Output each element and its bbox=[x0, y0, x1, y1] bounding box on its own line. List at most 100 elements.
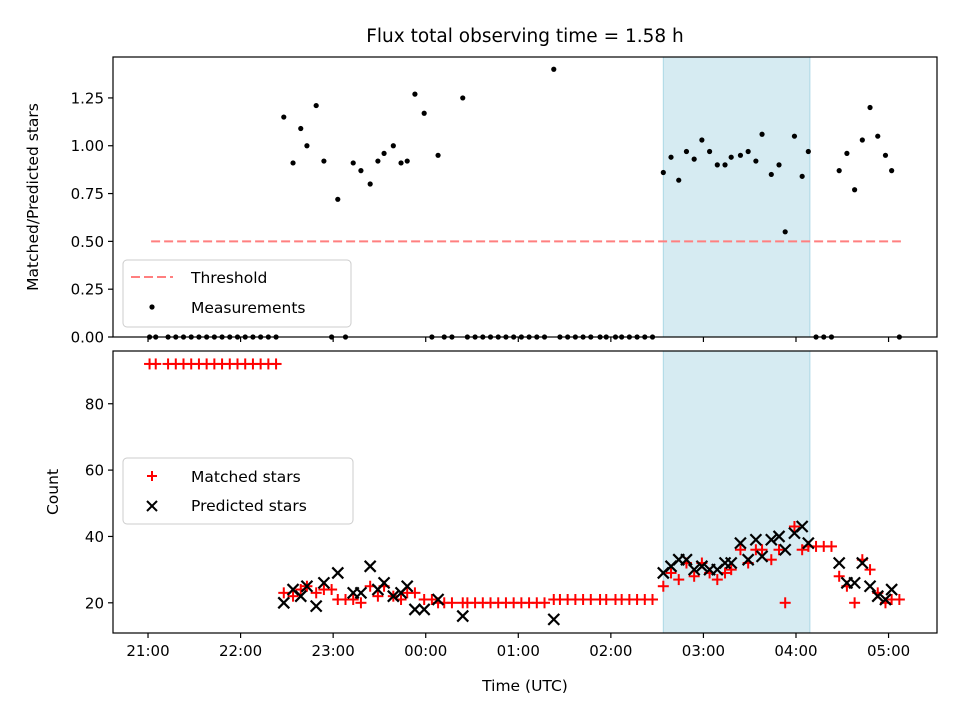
count-legend-box bbox=[122, 457, 354, 525]
matched-star-point bbox=[539, 597, 551, 609]
matched-star-point bbox=[864, 564, 876, 576]
measurement-point bbox=[298, 125, 304, 132]
predicted-star-point bbox=[765, 533, 778, 547]
matched-star-point bbox=[849, 597, 861, 609]
predicted-star-point bbox=[309, 599, 323, 613]
measurement-point bbox=[281, 114, 287, 120]
predicted-star-point bbox=[400, 579, 414, 593]
predicted-star-point bbox=[734, 536, 747, 550]
measurement-point bbox=[875, 133, 881, 139]
predicted-star-point bbox=[863, 579, 877, 593]
measurement-point bbox=[398, 160, 404, 166]
predicted-star-point bbox=[294, 589, 308, 603]
measurement-point bbox=[768, 171, 774, 178]
matched-star-point bbox=[355, 597, 367, 609]
measurement-point bbox=[889, 168, 895, 174]
measurement-point bbox=[304, 143, 310, 149]
matched-star-point bbox=[150, 358, 162, 370]
ratio-axes-frame bbox=[112, 56, 938, 338]
count-legend: Matched stars Predicted stars bbox=[122, 457, 354, 525]
matched-star-point bbox=[426, 593, 438, 605]
matched-star-point bbox=[665, 567, 677, 579]
x-tick-label: 00:00 bbox=[404, 642, 447, 660]
measurement-point bbox=[412, 91, 418, 97]
measurement-point bbox=[699, 137, 705, 143]
x-tick-label: 21:00 bbox=[126, 642, 169, 660]
predicted-star-point bbox=[832, 556, 846, 570]
predicted-star-point bbox=[354, 586, 368, 600]
predicted-star-point bbox=[795, 520, 809, 533]
predicted-star-point bbox=[387, 589, 400, 603]
predicted-star-point bbox=[772, 530, 786, 543]
legend-matched-label: Matched stars bbox=[191, 468, 301, 486]
matched-star-point bbox=[446, 597, 458, 609]
x-tick-label: 22:00 bbox=[219, 642, 262, 660]
y-tick-label: 0.75 bbox=[71, 185, 104, 203]
matched-star-point bbox=[725, 564, 737, 576]
matched-star-point bbox=[796, 544, 808, 556]
measurement-point bbox=[759, 131, 765, 137]
y-tick-label: 1.25 bbox=[71, 89, 104, 107]
predicted-stars-points bbox=[277, 520, 898, 626]
measurement-point bbox=[691, 156, 697, 162]
measurement-point bbox=[745, 148, 751, 155]
measurement-point bbox=[805, 148, 811, 155]
matched-star-point bbox=[734, 544, 746, 556]
matched-star-point bbox=[310, 587, 322, 599]
predicted-star-point bbox=[417, 603, 431, 616]
measurement-point bbox=[358, 168, 364, 174]
predicted-star-point bbox=[547, 613, 561, 626]
legend-predicted-label: Predicted stars bbox=[191, 497, 307, 515]
measurement-point bbox=[683, 148, 690, 155]
shaded-observing-window bbox=[662, 350, 811, 634]
matched-star-point bbox=[893, 593, 905, 605]
measurement-point bbox=[350, 160, 356, 166]
measurement-point bbox=[435, 152, 441, 158]
predicted-star-point bbox=[317, 576, 331, 590]
predicted-star-point bbox=[687, 563, 701, 576]
ratio-shaded-region bbox=[662, 56, 811, 338]
measurement-point bbox=[321, 158, 327, 164]
measurement-point bbox=[551, 66, 557, 72]
predicted-star-point bbox=[695, 560, 709, 573]
measurement-point bbox=[882, 152, 889, 158]
predicted-star-point bbox=[856, 556, 869, 570]
predicted-star-point bbox=[456, 609, 470, 623]
legend-measurements-label: Measurements bbox=[191, 299, 306, 317]
count-shaded-region bbox=[662, 350, 811, 634]
predicted-star-point bbox=[431, 593, 445, 606]
matched-star-point bbox=[673, 574, 685, 586]
ratio-legend: Threshold Measurements bbox=[122, 259, 352, 328]
chart-title: Flux total observing time = 1.58 h bbox=[366, 26, 684, 47]
x-tick-label: 04:00 bbox=[774, 642, 817, 660]
predicted-star-point bbox=[871, 589, 885, 603]
matched-star-point bbox=[788, 521, 800, 533]
measurement-point bbox=[421, 110, 427, 116]
predicted-star-point bbox=[277, 596, 291, 610]
matched-star-point bbox=[711, 574, 723, 586]
x-tick-label: 01:00 bbox=[497, 642, 540, 660]
measurement-point bbox=[859, 137, 865, 143]
predicted-star-point bbox=[680, 553, 693, 566]
measurement-point bbox=[404, 158, 410, 164]
measurement-point bbox=[668, 154, 674, 160]
y-tick-label: 60 bbox=[85, 462, 104, 480]
matched-star-point bbox=[409, 587, 421, 599]
measurement-point bbox=[706, 148, 713, 155]
matched-star-point bbox=[833, 570, 845, 582]
predicted-star-point bbox=[300, 579, 314, 593]
legend-matched-swatch bbox=[147, 471, 157, 481]
x-tick-label: 23:00 bbox=[312, 642, 355, 660]
matched-star-point bbox=[372, 590, 384, 602]
y-tick-label: 20 bbox=[85, 594, 104, 612]
predicted-star-point bbox=[408, 603, 422, 616]
measurement-point bbox=[867, 104, 873, 111]
measurement-point bbox=[390, 143, 396, 149]
x-tick-label: 02:00 bbox=[589, 642, 632, 660]
measurement-point bbox=[737, 152, 744, 158]
ratio-x-ticks bbox=[147, 337, 890, 342]
count-y-ticks: 20 40 60 80 bbox=[85, 395, 113, 612]
predicted-star-point bbox=[331, 566, 345, 580]
predicted-star-point bbox=[848, 576, 861, 590]
